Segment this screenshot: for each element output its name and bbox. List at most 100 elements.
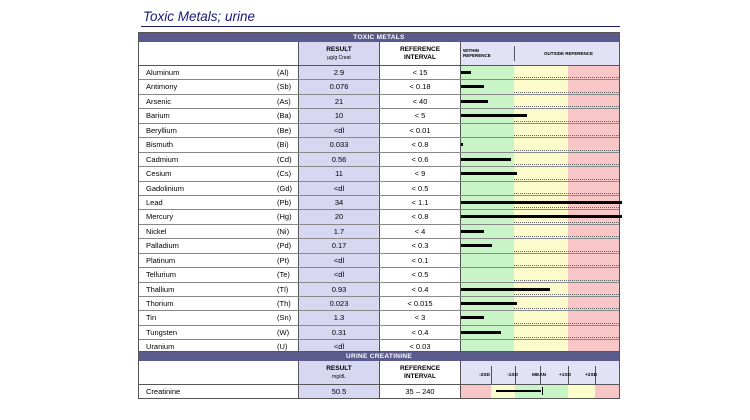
table-row: Nickel (Ni) 1.7 < 4 — [139, 224, 619, 240]
dotted-guide — [514, 164, 619, 166]
bar-cell — [460, 297, 619, 311]
result-cell: 1.7 — [298, 224, 379, 239]
table-row: Tungsten (W) 0.31 < 0.4 — [139, 325, 619, 341]
element-name: Antimony — [146, 82, 178, 92]
bar-cell — [460, 66, 619, 80]
element-name: Lead — [146, 197, 163, 207]
dotted-guide — [514, 337, 619, 339]
element-symbol: (Ba) — [277, 111, 292, 121]
bar-cell — [460, 253, 619, 268]
zone-outside-low — [461, 385, 491, 398]
bar-cell — [460, 94, 619, 109]
header-reference-label: REFERENCE — [399, 45, 441, 53]
sd-label-minus1: -1SD — [507, 373, 518, 378]
zone-caution-high — [568, 385, 595, 398]
element-name: Palladium — [146, 241, 179, 251]
creatinine-name-cell: Creatinine — [139, 385, 298, 398]
zone-caution — [514, 138, 568, 152]
dotted-guide — [514, 322, 619, 324]
reference-cell: < 0.01 — [379, 123, 460, 138]
sd-tick — [595, 366, 596, 384]
dotted-guide — [514, 236, 619, 238]
sd-label-minus2: -2SD — [479, 373, 490, 378]
table-row: Palladium (Pd) 0.17 < 0.3 — [139, 239, 619, 254]
measure-bar — [461, 302, 517, 305]
table-row: Barium (Ba) 10 < 5 — [139, 109, 619, 124]
reference-cell: < 4 — [379, 224, 460, 239]
element-name: Uranium — [146, 342, 175, 352]
reference-cell: < 0.18 — [379, 80, 460, 94]
reference-cell: < 0.3 — [379, 239, 460, 253]
zone-caution — [514, 325, 568, 340]
creatinine-band: URINE CREATININE — [139, 352, 619, 361]
table-row: Beryllium (Be) <dl < 0.01 — [139, 123, 619, 139]
bar-cell — [460, 224, 619, 239]
creatinine-marker — [542, 387, 543, 395]
element-symbol: (Cd) — [277, 154, 292, 164]
table-row: Bismuth (Bi) 0.033 < 0.8 — [139, 138, 619, 153]
result-cell: 0.076 — [298, 80, 379, 94]
element-symbol: (Th) — [277, 299, 291, 308]
reference-cell: < 0.1 — [379, 253, 460, 268]
element-symbol: (Ni) — [277, 226, 290, 236]
table-row: Mercury (Hg) 20 < 0.8 — [139, 210, 622, 225]
dotted-guide — [514, 308, 619, 310]
measure-bar — [461, 316, 484, 320]
measure-bar — [461, 71, 471, 74]
element-symbol: (Sb) — [277, 82, 292, 92]
table-row: Lead (Pb) 34 < 1.1 — [139, 195, 622, 211]
element-name-cell: Cesium (Cs) — [139, 167, 298, 180]
creatinine-table: URINE CREATININE RESULT mg/dL REFERENCE … — [138, 351, 620, 399]
creat-header-reference-sub: INTERVAL — [404, 372, 436, 380]
measure-bar — [461, 200, 622, 204]
reference-cell: < 0.4 — [379, 325, 460, 340]
toxic-metals-band: TOXIC METALS — [139, 33, 619, 42]
result-cell: 10 — [298, 109, 379, 123]
element-name: Bismuth — [146, 140, 174, 150]
zone-caution — [514, 311, 568, 325]
dotted-guide — [514, 106, 619, 108]
header-bar-legend: WITHIN REFERENCE OUTSIDE REFERENCE — [460, 42, 619, 65]
element-symbol: (Hg) — [277, 212, 292, 222]
element-symbol: (Cs) — [277, 169, 292, 179]
element-symbol: (W) — [277, 327, 290, 337]
element-name: Platinum — [146, 255, 176, 265]
bar-cell — [460, 181, 619, 195]
element-name-cell: Lead (Pb) — [139, 196, 298, 209]
zone-within — [461, 66, 514, 80]
zone-within — [461, 268, 514, 282]
element-name-cell: Thallium (Tl) — [139, 283, 298, 296]
dotted-guide — [514, 265, 619, 267]
creat-header-reference: REFERENCE INTERVAL — [379, 361, 460, 384]
zone-caution — [514, 297, 568, 311]
dotted-guide — [514, 192, 619, 194]
result-cell: <dl — [298, 253, 379, 268]
creatinine-row: Creatinine 50.5 35 – 240 — [139, 385, 619, 398]
zone-outside — [568, 167, 619, 181]
creatinine-name: Creatinine — [146, 387, 181, 396]
header-divider — [514, 46, 515, 61]
toxic-metals-header: RESULT µg/g Creat REFERENCE INTERVAL WIT… — [139, 42, 619, 66]
zone-caution — [514, 80, 568, 94]
zone-outside — [568, 311, 619, 325]
result-cell: 0.93 — [298, 282, 379, 296]
zone-outside — [568, 80, 619, 94]
element-name-cell: Antimony (Sb) — [139, 80, 298, 93]
bar-cell — [460, 80, 619, 94]
zone-caution — [514, 109, 568, 123]
measure-bar — [461, 85, 484, 89]
zone-caution — [514, 181, 568, 195]
element-symbol: (Tl) — [277, 284, 289, 294]
reference-cell: < 0.4 — [379, 282, 460, 296]
bar-cell — [460, 268, 619, 282]
element-name: Nickel — [146, 226, 167, 236]
reference-cell: < 1.1 — [379, 195, 460, 210]
reference-cell: < 9 — [379, 167, 460, 181]
toxic-metals-table: TOXIC METALS RESULT µg/g Creat REFERENCE… — [138, 32, 622, 356]
element-name: Tellurium — [146, 270, 177, 280]
result-cell: 21 — [298, 94, 379, 109]
element-name: Cadmium — [146, 154, 179, 164]
reference-cell: < 0.6 — [379, 152, 460, 167]
element-name-cell: Palladium (Pd) — [139, 239, 298, 252]
element-name-cell: Mercury (Hg) — [139, 210, 298, 223]
